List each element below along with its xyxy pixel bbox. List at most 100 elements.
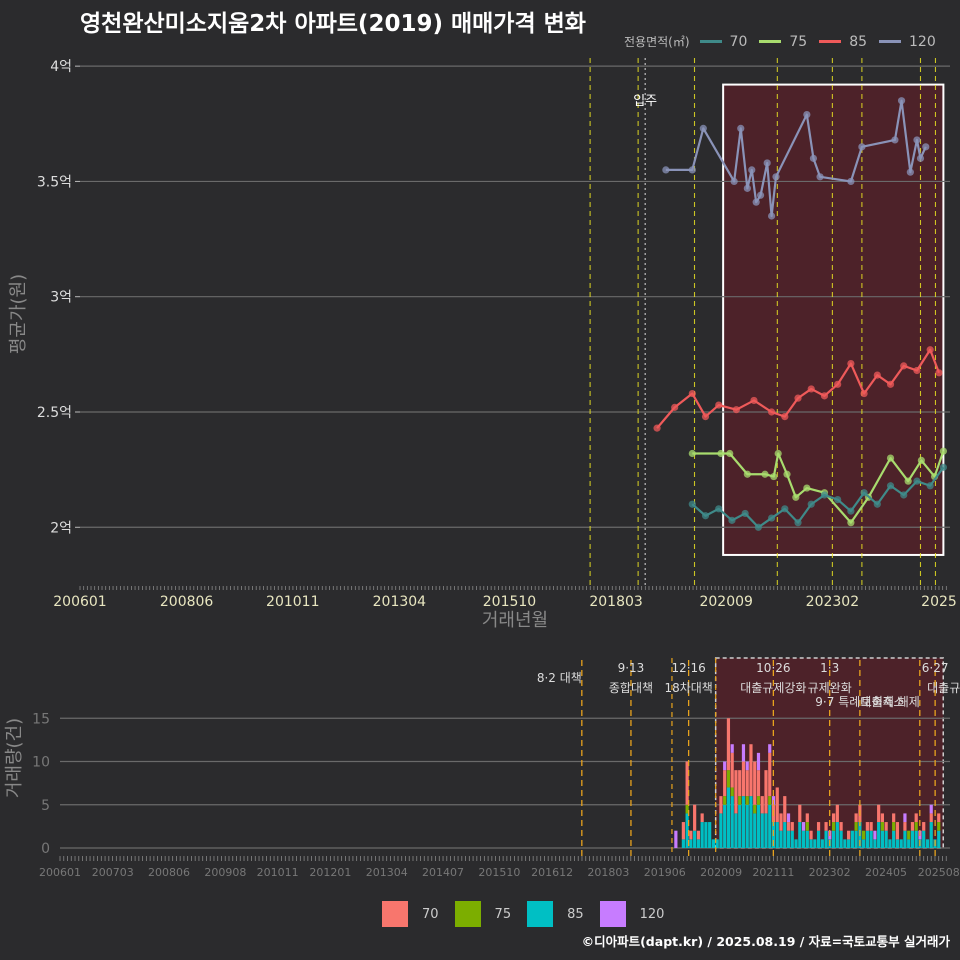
volume-bar-70 <box>880 813 885 823</box>
price-point-85 <box>886 380 895 388</box>
price-point-85 <box>794 394 802 402</box>
volume-bar-85 <box>820 839 824 848</box>
price-point-120 <box>897 97 906 105</box>
price-point-70 <box>767 514 776 522</box>
price-point-70 <box>794 519 802 527</box>
bar-legend-item-75: 75 <box>454 901 511 927</box>
price-point-120 <box>816 173 824 181</box>
volume-x-tick-label: 202508 <box>918 866 960 879</box>
price-point-120 <box>752 198 760 206</box>
price-point-120 <box>772 173 780 181</box>
volume-bar-70 <box>809 830 813 840</box>
volume-bar-85 <box>708 822 712 848</box>
price-point-120 <box>858 143 866 151</box>
price-point-85 <box>653 424 661 432</box>
volume-bar-85 <box>783 822 787 848</box>
volume-y-axis-label: 거래량(건) <box>4 718 25 798</box>
volume-bar-85 <box>873 839 877 848</box>
volume-bar-85 <box>749 796 753 848</box>
volume-bar-85 <box>899 839 903 848</box>
price-point-75 <box>688 449 696 458</box>
volume-bar-85 <box>696 839 700 848</box>
volume-event-sublabel: 규제완화 <box>808 681 852 695</box>
price-point-75 <box>847 519 855 527</box>
volume-bar-75 <box>831 822 836 831</box>
price-x-tick-label: 200601 <box>53 594 106 610</box>
volume-bar-70 <box>696 830 700 840</box>
volume-bar-70 <box>741 761 746 797</box>
volume-bar-120 <box>741 744 746 762</box>
price-point-85 <box>715 401 723 409</box>
price-x-tick-label: 201304 <box>373 594 427 610</box>
volume-bar-85 <box>723 804 727 848</box>
volume-bar-85 <box>813 839 817 848</box>
volume-bar-70 <box>914 813 918 823</box>
volume-event-label: 1·3 <box>820 661 839 675</box>
volume-bar-70 <box>753 761 757 805</box>
volume-bar-75 <box>880 822 885 831</box>
price-point-120 <box>906 168 914 176</box>
volume-bar-85 <box>929 822 933 848</box>
volume-bar-85 <box>726 787 731 848</box>
source-footer: ©디아파트(dapt.kr) / 2025.08.19 / 자료=국토교통부 실… <box>581 934 950 949</box>
volume-bar-120 <box>873 830 877 840</box>
legend-line-75 <box>759 40 782 43</box>
volume-bar-70 <box>768 752 772 797</box>
volume-x-tick-label: 200908 <box>204 866 246 879</box>
bar-legend-swatch-75 <box>454 901 481 927</box>
volume-bar-70 <box>689 830 693 840</box>
volume-bar-120 <box>756 752 761 771</box>
price-point-120 <box>916 154 925 162</box>
price-y-tick-label: 2억 <box>50 520 72 536</box>
volume-event-sublabel: 대출규제강화 <box>740 681 806 695</box>
volume-x-tick-label: 201510 <box>478 866 520 879</box>
volume-bar-85 <box>790 830 794 848</box>
price-point-70 <box>701 512 710 520</box>
price-point-120 <box>767 212 776 220</box>
volume-bar-75 <box>892 822 896 831</box>
price-point-120 <box>743 184 751 192</box>
volume-bar-85 <box>801 830 806 848</box>
volume-bar-85 <box>831 830 836 848</box>
volume-bar-70 <box>922 822 926 831</box>
volume-x-tick-label: 201201 <box>309 866 351 879</box>
volume-bar-85 <box>779 830 783 848</box>
volume-bar-75 <box>745 796 749 805</box>
volume-bar-75 <box>937 822 941 831</box>
price-point-70 <box>913 477 921 485</box>
volume-bar-70 <box>854 813 858 823</box>
volume-bar-85 <box>910 830 915 848</box>
volume-bar-85 <box>805 830 809 848</box>
volume-bar-85 <box>745 804 749 848</box>
volume-bar-120 <box>674 830 678 848</box>
volume-event-label: 9·13 <box>618 661 645 675</box>
volume-bar-75 <box>685 804 689 814</box>
price-point-70 <box>741 509 749 518</box>
bar-legend-swatch-70 <box>382 901 408 927</box>
volume-bar-85 <box>760 813 764 848</box>
volume-bar-85 <box>794 839 798 848</box>
volume-bar-85 <box>847 839 851 848</box>
price-x-tick-label: 202302 <box>806 594 859 610</box>
volume-x-tick-label: 201906 <box>644 866 686 879</box>
price-point-70 <box>728 516 736 524</box>
volume-bar-85 <box>719 813 723 848</box>
bar-legend-item-85: 85 <box>527 901 584 927</box>
price-point-85 <box>926 346 934 354</box>
volume-bar-85 <box>892 830 896 848</box>
volume-bar-120 <box>745 761 749 771</box>
legend-title: 전용면적(㎡) <box>624 35 690 49</box>
volume-bar-75 <box>907 830 911 840</box>
bar-legend-item-120: 120 <box>599 901 664 927</box>
volume-y-tick-label: 10 <box>32 755 50 771</box>
volume-bar-85 <box>835 822 839 848</box>
volume-x-tick-label: 202111 <box>752 866 794 879</box>
volume-event-label: 12·16 <box>671 661 705 675</box>
price-point-85 <box>688 389 696 398</box>
volume-bar-70 <box>738 770 742 797</box>
price-point-75 <box>774 449 782 458</box>
volume-bar-70 <box>730 752 734 788</box>
price-point-75 <box>770 472 778 481</box>
volume-event-label: 8·2 대책 <box>537 670 582 685</box>
price-point-75 <box>761 470 769 478</box>
